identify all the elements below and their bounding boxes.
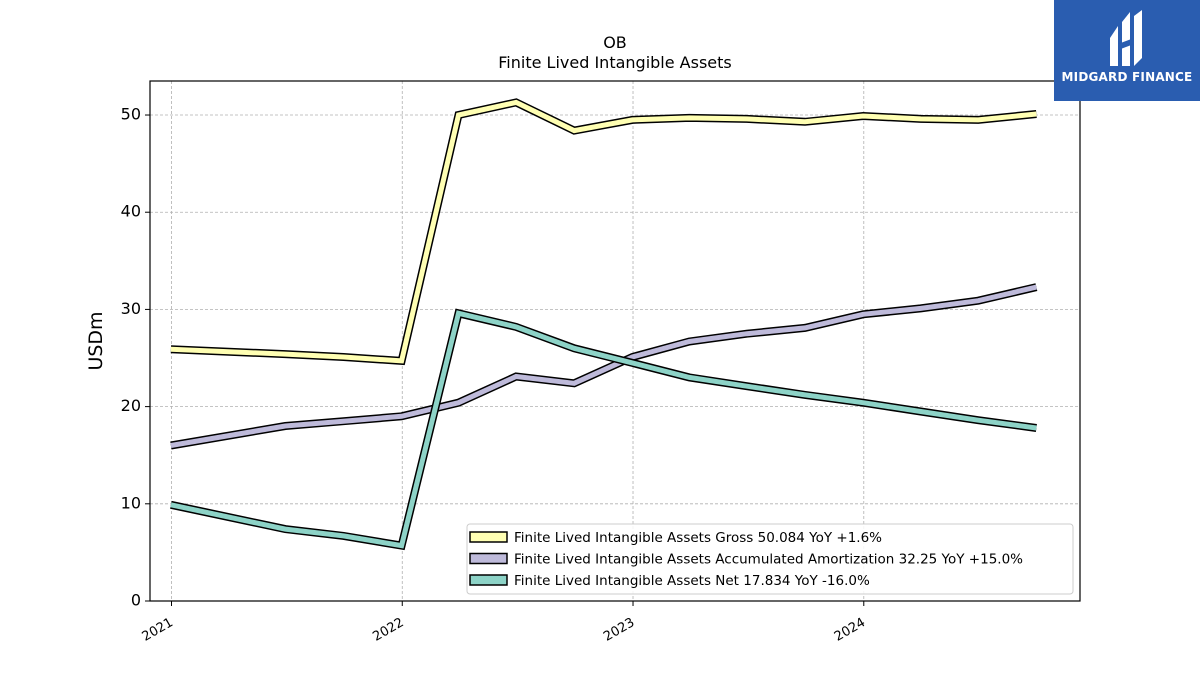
midgard-logo-icon xyxy=(1110,10,1142,66)
brand-logo: MIDGARD FINANCE xyxy=(1054,0,1200,101)
legend-label: Finite Lived Intangible Assets Gross 50.… xyxy=(514,530,882,546)
y-tick-label: 10 xyxy=(121,493,141,512)
x-tick-label: 2021 xyxy=(140,615,176,645)
chart-subtitle: Finite Lived Intangible Assets xyxy=(498,53,731,72)
y-tick-label: 40 xyxy=(121,202,141,221)
y-tick-label: 50 xyxy=(121,105,141,124)
x-axis: 2021 2022 2023 2024 xyxy=(140,601,868,645)
legend-box xyxy=(466,523,1074,595)
chart-title: OB xyxy=(603,33,627,52)
legend-label: Finite Lived Intangible Assets Accumulat… xyxy=(514,552,1023,568)
axes-frame xyxy=(149,80,1081,602)
series-outline xyxy=(170,98,1037,366)
legend-swatch xyxy=(469,574,508,586)
series-lines xyxy=(170,98,1038,551)
series-1 xyxy=(170,283,1038,450)
y-axis-label: USDm xyxy=(85,311,107,370)
y-tick-label: 0 xyxy=(131,591,141,610)
legend-swatch xyxy=(469,552,508,565)
legend-item: Finite Lived Intangible Assets Gross 50.… xyxy=(469,530,882,546)
y-tick-label: 30 xyxy=(121,299,141,318)
x-tick-label: 2024 xyxy=(832,615,868,645)
grid xyxy=(150,81,1080,601)
legend-swatch xyxy=(469,531,508,543)
series-outline xyxy=(170,308,1037,551)
legend: Finite Lived Intangible Assets Gross 50.… xyxy=(466,523,1074,595)
series-line xyxy=(170,310,1037,549)
y-axis: 0 10 20 30 40 50 xyxy=(121,105,150,610)
series-line xyxy=(170,284,1037,448)
legend-item: Finite Lived Intangible Assets Accumulat… xyxy=(469,552,1023,568)
x-tick-label: 2022 xyxy=(370,615,406,645)
series-0 xyxy=(170,98,1037,366)
legend-label: Finite Lived Intangible Assets Net 17.83… xyxy=(514,573,870,589)
series-2 xyxy=(170,308,1037,551)
x-tick-label: 2023 xyxy=(601,615,637,645)
brand-name: MIDGARD FINANCE xyxy=(1061,70,1193,84)
y-tick-label: 20 xyxy=(121,396,141,415)
legend-item: Finite Lived Intangible Assets Net 17.83… xyxy=(469,573,870,589)
series-line xyxy=(170,99,1037,364)
